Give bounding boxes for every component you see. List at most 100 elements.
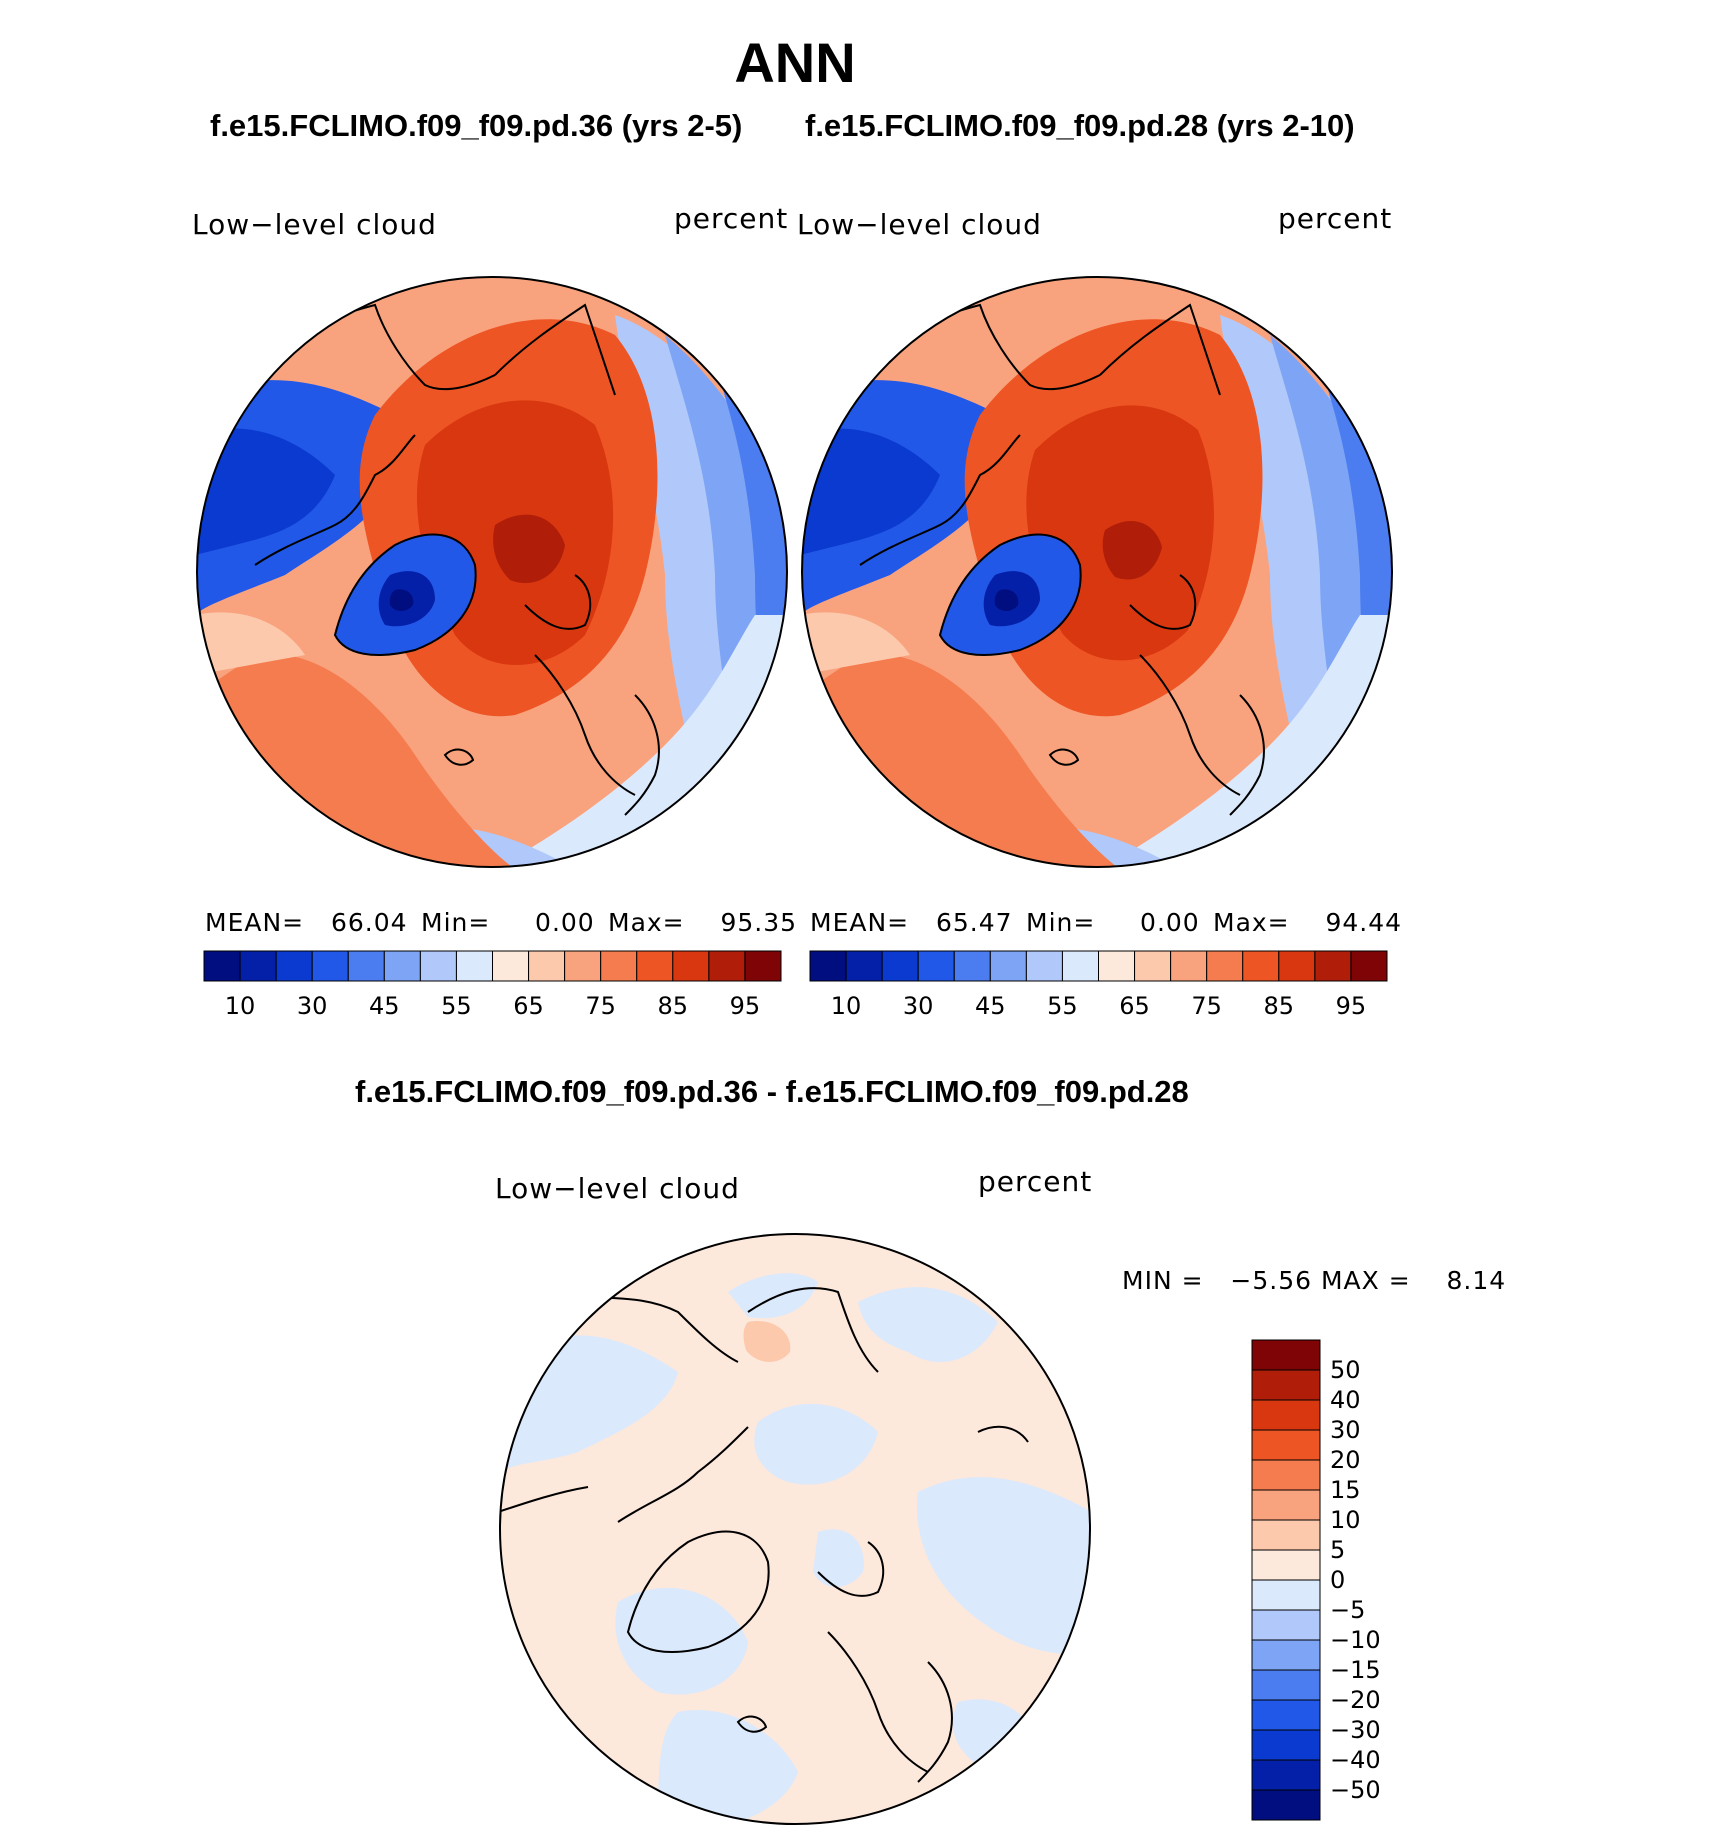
- colorbar-tick-label: 15: [1330, 1476, 1361, 1504]
- left-colorbar: [203, 950, 782, 982]
- colorbar-tick-label: 30: [296, 992, 328, 1020]
- diff-variable-label: Low−level cloud: [495, 1172, 740, 1205]
- diff-colorbar-ticks: 50 40 30 20 15 10 5 0 −5 −10 −15 −20 −30 −40 −50: [1330, 1340, 1450, 1820]
- right-min-stat: Min= 0.00: [1026, 908, 1200, 937]
- colorbar-tick-label: 5: [1330, 1536, 1346, 1564]
- colorbar-swatch: [492, 950, 530, 982]
- colorbar-tick-label: 45: [975, 992, 1006, 1020]
- colorbar-swatch: [600, 950, 638, 982]
- diff-units-label: percent: [978, 1165, 1093, 1198]
- colorbar-tick-label: −50: [1330, 1776, 1381, 1804]
- colorbar-swatch: [1251, 1339, 1321, 1371]
- colorbar-tick-label: 95: [1335, 992, 1367, 1020]
- left-mean-stat: MEAN= 66.04: [205, 908, 408, 937]
- colorbar-swatch: [1061, 950, 1099, 982]
- colorbar-swatch: [1251, 1369, 1321, 1401]
- diff-title: f.e15.FCLIMO.f09_f09.pd.36 - f.e15.FCLIM…: [355, 1074, 1189, 1109]
- colorbar-swatch: [636, 950, 674, 982]
- colorbar-swatch: [1251, 1459, 1321, 1491]
- colorbar-swatch: [455, 950, 493, 982]
- page-title: ANN: [734, 31, 856, 94]
- colorbar-tick-label: −5: [1330, 1596, 1366, 1624]
- case-title-right: f.e15.FCLIMO.f09_f09.pd.28 (yrs 2-10): [805, 108, 1355, 143]
- colorbar-swatch: [383, 950, 421, 982]
- colorbar-swatch: [1251, 1789, 1321, 1821]
- colorbar-swatch: [419, 950, 457, 982]
- colorbar-tick-label: 40: [1330, 1386, 1361, 1414]
- colorbar-swatch: [275, 950, 313, 982]
- colorbar-tick-label: 0: [1330, 1566, 1346, 1594]
- colorbar-swatch: [1251, 1609, 1321, 1641]
- colorbar-swatch: [917, 950, 955, 982]
- colorbar-tick-label: 75: [585, 992, 616, 1020]
- colorbar-tick-label: 45: [369, 992, 400, 1020]
- right-max-stat: Max= 94.44: [1213, 908, 1403, 937]
- colorbar-swatch: [1251, 1639, 1321, 1671]
- colorbar-swatch: [1350, 950, 1388, 982]
- colorbar-swatch: [953, 950, 991, 982]
- left-variable-label: Low−level cloud: [192, 208, 437, 241]
- colorbar-tick-label: −15: [1330, 1656, 1381, 1684]
- colorbar-swatch: [203, 950, 241, 982]
- diff-polar-map: [499, 1233, 1091, 1825]
- right-variable-label: Low−level cloud: [797, 208, 1042, 241]
- colorbar-swatch: [809, 950, 847, 982]
- colorbar-tick-label: 85: [1263, 992, 1295, 1020]
- colorbar-swatch: [347, 950, 385, 982]
- colorbar-tick-label: −20: [1330, 1686, 1381, 1714]
- colorbar-tick-label: 55: [1047, 992, 1078, 1020]
- right-colorbar: [809, 950, 1388, 982]
- left-polar-map: [196, 276, 788, 868]
- colorbar-tick-label: 10: [224, 992, 256, 1020]
- colorbar-swatch: [239, 950, 277, 982]
- right-mean-stat: MEAN= 65.47: [810, 908, 1013, 937]
- colorbar-swatch: [1251, 1669, 1321, 1701]
- left-max-stat: Max= 95.35: [608, 908, 798, 937]
- colorbar-swatch: [528, 950, 566, 982]
- colorbar-swatch: [1251, 1759, 1321, 1791]
- colorbar-swatch: [1251, 1429, 1321, 1461]
- colorbar-tick-label: 55: [441, 992, 472, 1020]
- colorbar-tick-label: 65: [1119, 992, 1150, 1020]
- colorbar-swatch: [672, 950, 710, 982]
- right-units-label: percent: [1278, 202, 1393, 235]
- colorbar-swatch: [845, 950, 883, 982]
- colorbar-tick-label: −10: [1330, 1626, 1381, 1654]
- colorbar-swatch: [1098, 950, 1136, 982]
- colorbar-swatch: [1251, 1489, 1321, 1521]
- colorbar-tick-label: −30: [1330, 1716, 1381, 1744]
- right-colorbar-ticks: 10 30 45 55 65 75 85 95: [810, 992, 1387, 1022]
- colorbar-tick-label: 30: [1330, 1416, 1361, 1444]
- colorbar-tick-label: 10: [1330, 1506, 1361, 1534]
- colorbar-swatch: [744, 950, 782, 982]
- colorbar-tick-label: 65: [513, 992, 544, 1020]
- colorbar-tick-label: 75: [1191, 992, 1222, 1020]
- right-polar-map: [801, 276, 1393, 868]
- colorbar-swatch: [311, 950, 349, 982]
- colorbar-swatch: [881, 950, 919, 982]
- colorbar-swatch: [1025, 950, 1063, 982]
- colorbar-swatch: [1206, 950, 1244, 982]
- colorbar-swatch: [1251, 1579, 1321, 1611]
- colorbar-swatch: [1251, 1399, 1321, 1431]
- left-units-label: percent: [674, 202, 789, 235]
- colorbar-tick-label: 95: [729, 992, 761, 1020]
- colorbar-swatch: [1314, 950, 1352, 982]
- colorbar-swatch: [1278, 950, 1316, 982]
- left-min-stat: Min= 0.00: [421, 908, 595, 937]
- diff-min-max-stat: MIN = −5.56 MAX = 8.14: [1122, 1266, 1507, 1295]
- case-title-left: f.e15.FCLIMO.f09_f09.pd.36 (yrs 2-5): [210, 108, 743, 143]
- colorbar-tick-label: 30: [902, 992, 934, 1020]
- colorbar-tick-label: −40: [1330, 1746, 1381, 1774]
- colorbar-swatch: [564, 950, 602, 982]
- colorbar-swatch: [1242, 950, 1280, 982]
- colorbar-tick-label: 20: [1330, 1446, 1361, 1474]
- colorbar-swatch: [1251, 1699, 1321, 1731]
- colorbar-swatch: [989, 950, 1027, 982]
- left-colorbar-ticks: 10 30 45 55 65 75 85 95: [204, 992, 781, 1022]
- colorbar-swatch: [1251, 1549, 1321, 1581]
- colorbar-swatch: [1251, 1729, 1321, 1761]
- colorbar-swatch: [708, 950, 746, 982]
- colorbar-swatch: [1170, 950, 1208, 982]
- colorbar-tick-label: 50: [1330, 1356, 1361, 1384]
